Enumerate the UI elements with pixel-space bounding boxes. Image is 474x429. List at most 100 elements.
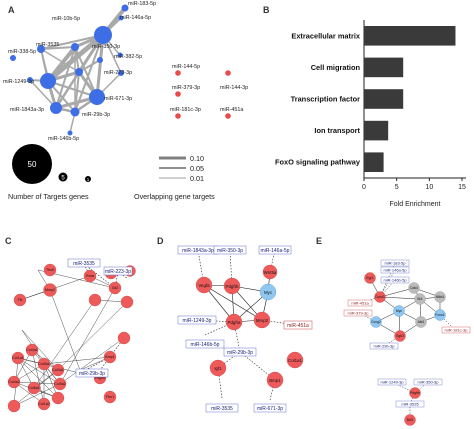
mirna-label: miR-671-3p xyxy=(104,96,132,102)
mirna-box-label: miR-1249-3p xyxy=(183,318,212,324)
mirna-box: miR-3535 miR-223-3p miR-29b-3p xyxy=(67,258,133,378)
mirna-box-label: miR-146a-5p xyxy=(383,268,407,273)
mirna-label: miR-451a xyxy=(220,107,243,113)
gene-label: Bmp1 xyxy=(105,355,114,359)
gene-label: Col4a2 xyxy=(8,380,19,384)
legend-value-large: 50 xyxy=(28,160,37,169)
gene-label: Cdk4 xyxy=(410,286,418,290)
gene-label: Bmp1 xyxy=(269,378,281,383)
gene-label: Ilk1 xyxy=(417,297,422,301)
category-label: Ion transport xyxy=(314,126,360,135)
gene-label: Foxo1 xyxy=(435,313,445,317)
mirna-box-label: miR-223-3p xyxy=(105,269,131,275)
legend-targets-label: Number of Targets genes xyxy=(8,192,89,201)
mirna-label: miR-10b-5p xyxy=(52,16,80,22)
bar xyxy=(364,57,404,78)
legend-lines-label: Overlapping gene targets xyxy=(134,192,215,201)
panel-d-network: Vegfa Pdgfrb Wnt5a Myc Pdgfra Mmp2 Col1a… xyxy=(177,245,313,413)
mirna-box-label: miR-3535 xyxy=(211,406,233,412)
gene-label: Bcl2 xyxy=(407,418,414,422)
gene-label: Col3a1 xyxy=(52,368,63,372)
mirna-label: miR-1249-3p xyxy=(3,79,34,85)
panel-c-network: Fl1 Tbx5 Mmp2 Rora Gli2 Mmp2 Flk Col1a1 … xyxy=(7,258,136,413)
mirna-box-label: miR-451a xyxy=(351,301,369,306)
mirna-label: miR-146a-5p xyxy=(120,15,151,21)
mirna-box-label: miR-181c-3p xyxy=(445,328,469,333)
x-tick-label: 15 xyxy=(458,184,466,191)
mirna-label: miR-3535 xyxy=(36,42,59,48)
legend-circle-mid xyxy=(58,172,68,182)
bar xyxy=(364,152,384,172)
gene-label: Gli2 xyxy=(112,286,118,290)
mirna-box-label: miR-350-3p xyxy=(418,380,440,385)
mirna-box-label: miR-350-3p xyxy=(217,248,243,254)
mirna-label: miR-338-5p xyxy=(8,49,36,55)
mirna-label: miR-1843a-3p xyxy=(10,107,44,113)
mirna-box-label: miR-3535 xyxy=(73,261,95,267)
panel-label-b: B xyxy=(263,5,270,15)
gene-label: Col6a1 xyxy=(28,386,39,390)
mirna-box-label: miR-183-5p xyxy=(385,261,407,266)
panel-label-a: A xyxy=(8,5,15,15)
legend-circle-large xyxy=(12,144,52,184)
category-label: FoxO signaling pathway xyxy=(275,158,361,167)
mirna-box-label: miR-146b-5p xyxy=(191,342,220,348)
legend-value-mid: 5 xyxy=(61,176,65,182)
legend-line-value: 0.01 xyxy=(190,174,204,183)
gene-label: Ccnd1 xyxy=(375,295,385,299)
gene-label: Pdgfrb xyxy=(410,391,420,395)
legend-value-small: 1 xyxy=(87,177,90,182)
gene-label: Pdgfrb xyxy=(226,284,239,289)
panel-e-network: Egr1 Cdk4 Ccnd1 Nfkb1 Myc Ilk1 Ccng2 Akt… xyxy=(343,259,471,426)
gene-label: Flk xyxy=(18,298,23,302)
legend-line-value: 0.05 xyxy=(190,164,204,173)
category-label: Transcription factor xyxy=(291,95,361,104)
mirna-label: miR-350-3p xyxy=(92,44,120,50)
bar xyxy=(364,120,389,141)
mirna-box-label: miR-146b-5p xyxy=(383,278,407,283)
gene-label: Sgk3 xyxy=(396,334,404,338)
x-axis-label: Fold Enrichment xyxy=(390,201,441,208)
mirna-box-label: miR-29b-3p xyxy=(227,350,253,356)
panel-label-e: E xyxy=(316,236,322,246)
category-label: Extracellular matrix xyxy=(291,31,360,40)
mirna-box-label: miR-451a xyxy=(287,323,309,329)
mirna-label: miR-29b-3p xyxy=(82,112,110,118)
mirna-label: miR-382-5p xyxy=(114,54,142,60)
gene-label: Col5a2 xyxy=(54,382,65,386)
x-tick-label: 5 xyxy=(395,184,399,191)
gene-label: Col1a1 xyxy=(288,358,302,363)
gene-label: Igf1 xyxy=(214,366,222,371)
mirna-box-label: miR-671-3p xyxy=(257,406,283,412)
x-tick-label: 0 xyxy=(362,184,366,191)
gene-label: Ccng2 xyxy=(371,320,381,324)
x-tick-label: 10 xyxy=(425,184,433,191)
bar xyxy=(364,89,404,109)
gene-label: Col4a1 xyxy=(26,348,37,352)
gene-label: Myc xyxy=(264,290,273,295)
gene-label: Vegfa xyxy=(198,283,210,288)
gene-label: Tbx5 xyxy=(46,268,54,272)
category-label: Cell migration xyxy=(311,63,361,72)
legend-line-value: 0.10 xyxy=(190,154,204,163)
gene-label: Pdgfrb xyxy=(95,376,106,380)
panel-label-c: C xyxy=(5,236,12,246)
enrichment-bar-chart: Fold Enrichment Extracellular matrix Cell… xyxy=(275,20,466,208)
mirna-label: miR-181c-3p xyxy=(170,107,201,113)
mirna-label: miR-223-3p xyxy=(104,70,132,76)
gene-label: Mmp2 xyxy=(256,318,269,323)
mirna-box-label: miR-379-3p xyxy=(348,311,370,316)
gene-label: Col1a1 xyxy=(12,356,23,360)
mirna-box: miR-183-5p miR-146a-5p miR-146b-5p miR-4… xyxy=(343,259,471,408)
mirna-box-label: miR-3535 xyxy=(401,402,419,407)
gene-label: Fbn1 xyxy=(106,395,114,399)
mirna-label: miR-144-5p xyxy=(172,64,200,70)
panel-a-network: miR-183-5p miR-10b-5p miR-146a-5p miR-33… xyxy=(3,1,248,142)
mirna-box-label: miR-29b-3p xyxy=(79,371,105,377)
mirna-box-label: miR-29b-3p xyxy=(374,344,396,349)
mirna-label: miR-183-5p xyxy=(128,1,156,7)
mirna-box-label: miR-1843a-3p xyxy=(182,248,214,254)
mirna-label: miR-379-3p xyxy=(172,85,200,91)
gene-label: Egr1 xyxy=(366,276,373,280)
